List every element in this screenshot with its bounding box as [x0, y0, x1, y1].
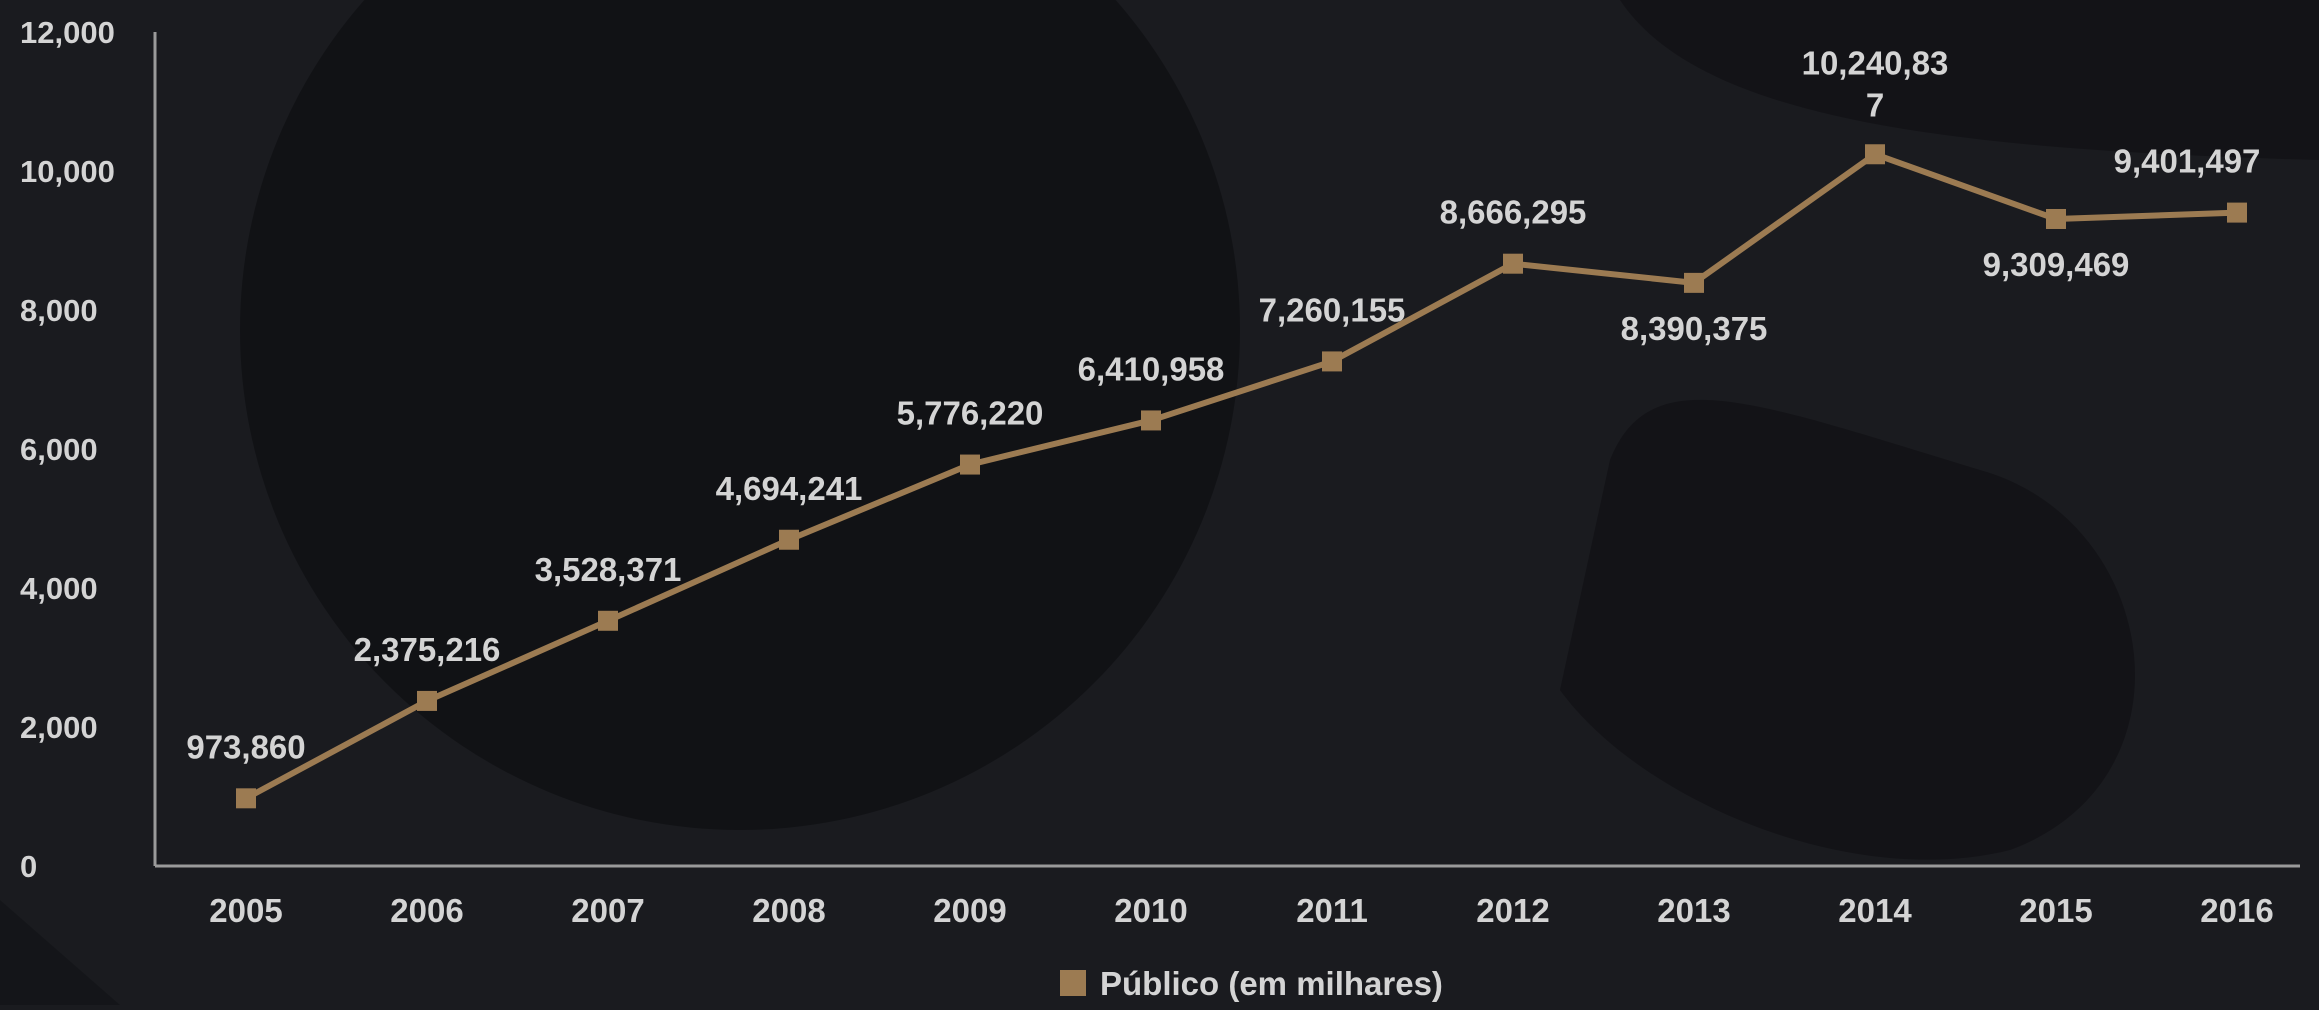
x-tick-label: 2009 [933, 892, 1006, 929]
data-point [960, 454, 980, 475]
data-point [779, 529, 799, 550]
y-tick-label: 10,000 [20, 154, 115, 189]
x-tick-label: 2005 [209, 892, 282, 929]
data-point [1322, 351, 1342, 372]
data-point [598, 610, 618, 631]
data-label: 8,666,295 [1440, 194, 1587, 231]
x-tick-label: 2013 [1657, 892, 1730, 929]
data-point [417, 690, 437, 711]
legend-swatch [1060, 970, 1086, 996]
data-point [1865, 144, 1885, 165]
series-line-layer [243, 151, 2240, 802]
y-tick-label: 0 [20, 849, 37, 884]
data-label: 9,309,469 [1983, 246, 2130, 283]
x-tick-label: 2012 [1476, 892, 1549, 929]
x-tick-label: 2007 [571, 892, 644, 929]
data-point [1503, 253, 1523, 274]
data-label: 8,390,375 [1621, 310, 1768, 347]
data-label: 4,694,241 [716, 470, 863, 507]
x-tick-label: 2015 [2019, 892, 2092, 929]
data-point [236, 788, 256, 809]
data-label: 2,375,216 [354, 631, 501, 668]
axes: 0 2,000 4,000 6,000 8,000 10,000 12,000 2005 200… [20, 15, 2300, 929]
y-tick-label: 12,000 [20, 15, 115, 50]
data-point [2046, 208, 2066, 229]
series-line [243, 151, 2240, 802]
y-tick-label: 6,000 [20, 432, 98, 467]
data-label: 9,401,497 [2114, 143, 2261, 180]
data-label: 6,410,958 [1078, 350, 1225, 387]
x-tick-label: 2008 [752, 892, 825, 929]
data-labels-layer: 973,860 2,375,216 3,528,371 4,694,241 5,776,… [186, 44, 2260, 765]
y-tick-label: 2,000 [20, 710, 98, 745]
data-label: 5,776,220 [897, 395, 1044, 432]
data-point [1141, 410, 1161, 431]
data-label: 973,860 [186, 728, 305, 765]
data-label: 7,260,155 [1259, 291, 1406, 328]
data-label: 3,528,371 [535, 551, 682, 588]
data-label: 10,240,83 7 [1802, 44, 1949, 123]
data-label-line: 7 [1866, 86, 1884, 123]
x-tick-label: 2010 [1114, 892, 1187, 929]
data-label-line: 10,240,83 [1802, 44, 1949, 81]
x-tick-label: 2016 [2200, 892, 2273, 929]
x-tick-label: 2011 [1296, 892, 1368, 929]
y-tick-label: 4,000 [20, 571, 98, 606]
legend-label: Público (em milhares) [1100, 965, 1443, 1002]
data-point [1684, 272, 1704, 293]
legend[interactable]: Público (em milhares) [1060, 965, 1443, 1002]
data-point [2227, 202, 2247, 223]
x-tick-label: 2014 [1838, 892, 1912, 929]
y-tick-label: 8,000 [20, 293, 98, 328]
x-tick-label: 2006 [390, 892, 463, 929]
data-points-layer [236, 144, 2247, 809]
